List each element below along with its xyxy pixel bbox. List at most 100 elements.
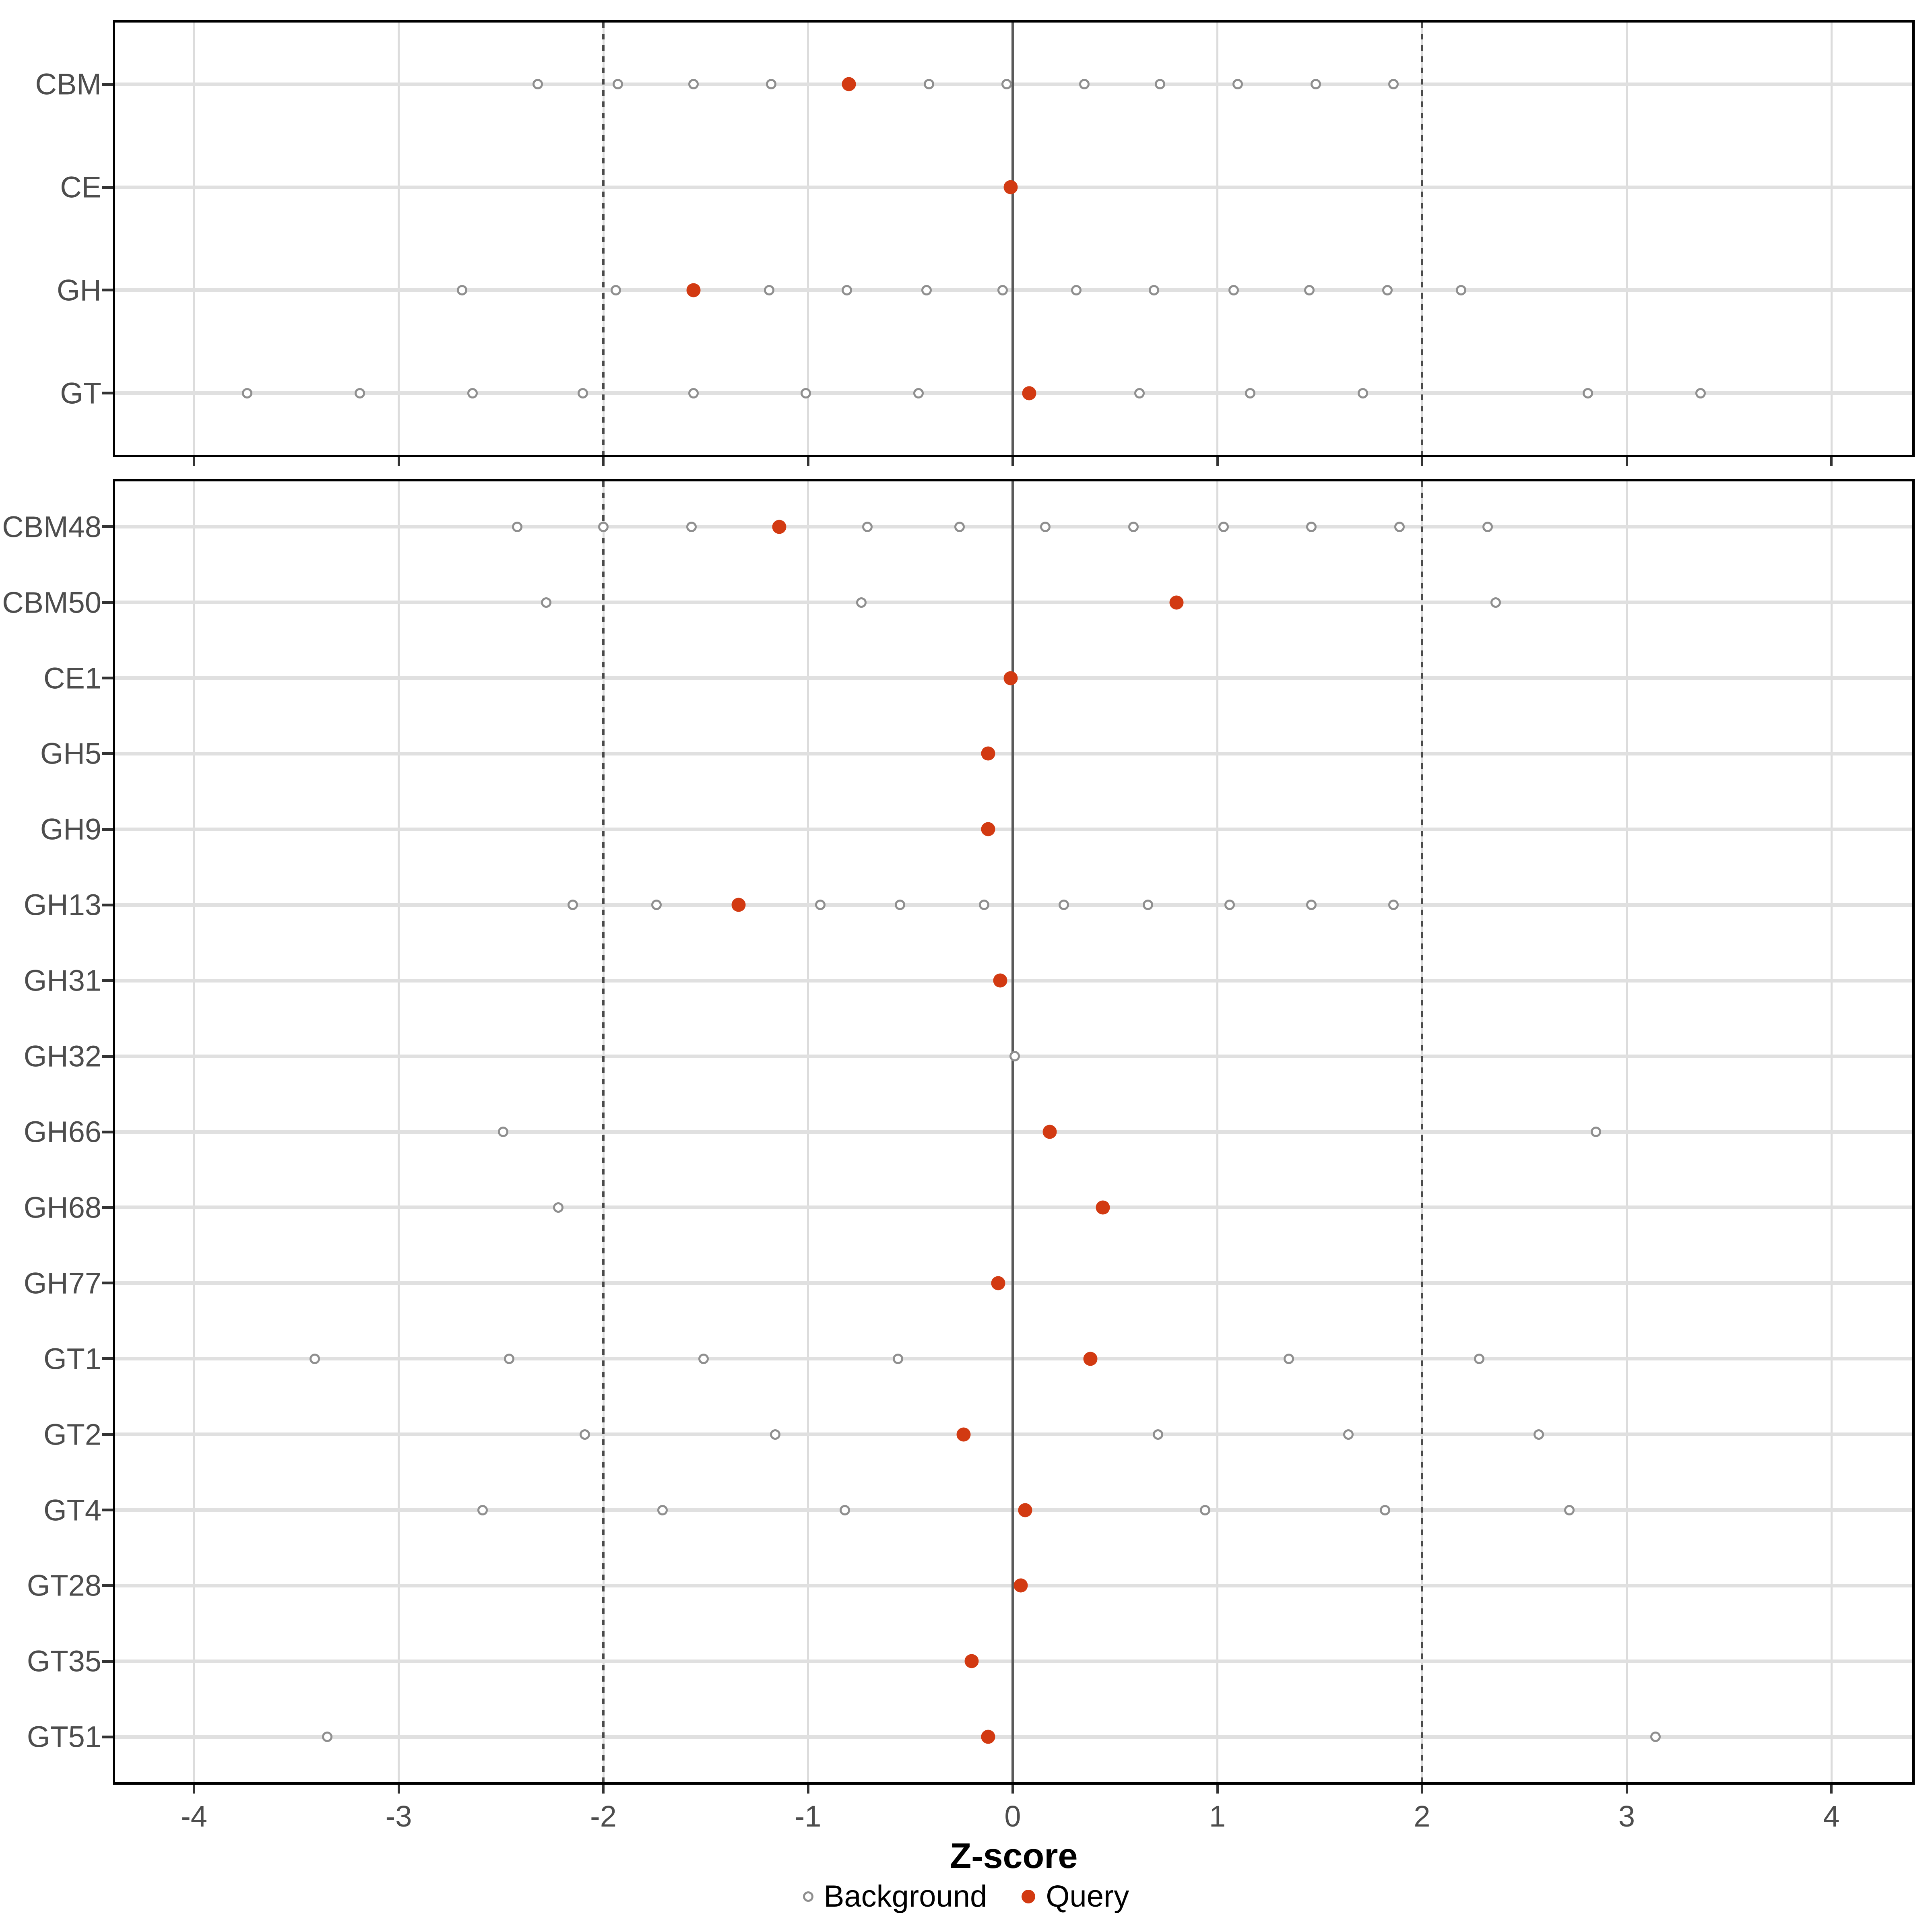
background-point xyxy=(801,388,811,398)
background-point xyxy=(1490,597,1501,608)
background-point xyxy=(651,900,662,910)
query-point xyxy=(956,1427,971,1442)
y-tick-GH5 xyxy=(102,752,113,755)
background-point xyxy=(1134,388,1145,398)
background-point xyxy=(1310,79,1321,90)
query-point xyxy=(981,746,995,761)
x-tick-label--4: -4 xyxy=(181,1800,207,1833)
background-point xyxy=(1482,521,1493,532)
background-point xyxy=(770,1429,781,1440)
x-tick-label-0: 0 xyxy=(1004,1800,1021,1833)
x-tick-2 xyxy=(1421,1785,1423,1794)
gridline-x--1 xyxy=(807,23,809,455)
y-tick-GH68 xyxy=(102,1206,113,1209)
background-point xyxy=(1059,900,1069,910)
y-label-CBM48: CBM48 xyxy=(2,510,101,544)
background-point xyxy=(1228,285,1239,295)
background-point xyxy=(1155,79,1166,90)
query-point xyxy=(1003,671,1018,685)
background-point xyxy=(612,79,623,90)
y-tick-CBM xyxy=(102,83,113,86)
background-point xyxy=(1357,388,1368,398)
y-tick-GT35 xyxy=(102,1660,113,1663)
background-point xyxy=(1079,79,1090,90)
query-point xyxy=(772,520,786,534)
y-label-GT51: GT51 xyxy=(27,1720,101,1754)
background-point xyxy=(1142,900,1153,910)
background-point xyxy=(553,1202,564,1213)
x-tick--4 xyxy=(193,457,195,466)
query-point xyxy=(981,1730,995,1744)
query-point xyxy=(993,973,1007,988)
y-label-GH31: GH31 xyxy=(23,964,101,997)
background-point xyxy=(1128,521,1139,532)
y-tick-GT2 xyxy=(102,1433,113,1436)
background-point xyxy=(657,1505,668,1515)
y-tick-CBM48 xyxy=(102,525,113,528)
x-tick-label-4: 4 xyxy=(1823,1800,1840,1833)
background-point xyxy=(921,285,932,295)
query-point xyxy=(731,898,746,912)
background-point xyxy=(698,1353,709,1364)
y-tick-GT28 xyxy=(102,1584,113,1587)
gridline-x-4 xyxy=(1830,23,1833,455)
y-tick-CE xyxy=(102,186,113,189)
y-tick-GT51 xyxy=(102,1735,113,1738)
y-tick-GT1 xyxy=(102,1357,113,1360)
gridline-x-1 xyxy=(1216,23,1218,455)
x-tick-label-3: 3 xyxy=(1618,1800,1635,1833)
background-point xyxy=(1001,79,1012,90)
background-point xyxy=(1304,285,1315,295)
panel-family-level xyxy=(113,20,1915,457)
query-point xyxy=(1003,180,1018,194)
x-tick-3 xyxy=(1625,1785,1628,1794)
background-point xyxy=(764,285,774,295)
panel-subfamily-plot-area xyxy=(115,481,1912,1782)
background-point xyxy=(242,388,253,398)
reference-line-zero xyxy=(1011,23,1014,455)
panel-family-plot-area xyxy=(115,23,1912,455)
background-point xyxy=(1474,1353,1485,1364)
query-point xyxy=(842,77,856,91)
x-tick-0 xyxy=(1011,1785,1014,1794)
reference-line-dashed--2 xyxy=(602,23,605,455)
query-point xyxy=(1013,1578,1028,1593)
background-point xyxy=(578,388,588,398)
reference-line-dashed--2 xyxy=(602,481,605,1782)
y-label-GH68: GH68 xyxy=(23,1191,101,1224)
x-tick-0 xyxy=(1011,457,1014,466)
y-tick-GH31 xyxy=(102,979,113,982)
y-label-GT2: GT2 xyxy=(43,1418,101,1451)
background-point xyxy=(1153,1429,1164,1440)
legend-label-query: Query xyxy=(1046,1879,1129,1913)
background-point xyxy=(541,597,551,608)
query-point xyxy=(991,1276,1005,1290)
x-tick--2 xyxy=(602,457,605,466)
background-point xyxy=(893,1353,904,1364)
x-tick--3 xyxy=(397,1785,400,1794)
reference-line-zero xyxy=(1011,481,1014,1782)
y-label-GT35: GT35 xyxy=(27,1644,101,1678)
background-point xyxy=(497,1127,508,1137)
y-tick-GH xyxy=(102,289,113,292)
background-point xyxy=(815,900,826,910)
background-point xyxy=(954,521,965,532)
query-point xyxy=(1018,1503,1032,1517)
background-point xyxy=(840,1505,850,1515)
x-tick--1 xyxy=(807,1785,809,1794)
background-point xyxy=(913,388,924,398)
x-tick--1 xyxy=(807,457,809,466)
y-tick-GH77 xyxy=(102,1282,113,1285)
background-point xyxy=(1388,900,1399,910)
y-tick-GT xyxy=(102,392,113,395)
background-point xyxy=(1455,285,1466,295)
background-point xyxy=(580,1429,590,1440)
query-point-icon xyxy=(1022,1889,1036,1903)
y-label-GH13: GH13 xyxy=(23,888,101,922)
background-point xyxy=(1218,521,1229,532)
y-label-GT4: GT4 xyxy=(43,1493,101,1527)
y-tick-GH66 xyxy=(102,1130,113,1133)
y-tick-GH9 xyxy=(102,828,113,831)
y-label-GH77: GH77 xyxy=(23,1266,101,1300)
